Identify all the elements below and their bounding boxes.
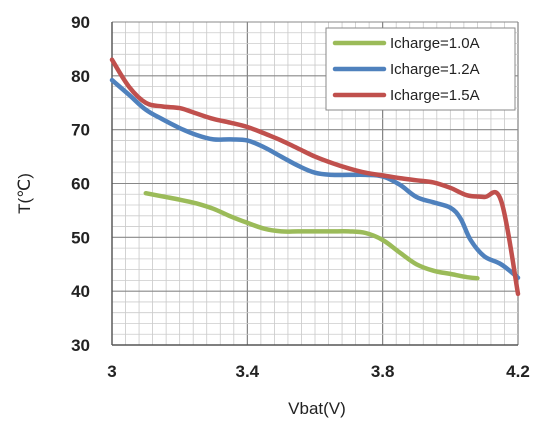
series-lines [109, 57, 521, 297]
y-axis-label: T(℃) [15, 173, 34, 214]
y-tick-labels: 30 40 50 60 70 80 90 [71, 13, 90, 355]
y-tick-label: 50 [71, 228, 90, 247]
legend-label: Icharge=1.2A [390, 61, 480, 78]
y-tick-label: 90 [71, 13, 90, 32]
y-tick-label: 40 [71, 282, 90, 301]
x-tick-label: 4.2 [506, 362, 530, 381]
series-line-2 [109, 57, 521, 297]
series-line-0 [143, 190, 480, 281]
y-tick-label: 60 [71, 175, 90, 194]
series-line-1 [109, 77, 521, 280]
y-tick-label: 70 [71, 121, 90, 140]
x-tick-label: 3.4 [236, 362, 260, 381]
axes [111, 22, 518, 346]
x-axis-label: Vbat(V) [288, 399, 346, 418]
y-tick-label: 30 [71, 336, 90, 355]
grid [111, 21, 519, 346]
x-tick-label: 3 [107, 362, 116, 381]
legend-label: Icharge=1.0A [390, 35, 480, 52]
x-tick-label: 3.8 [371, 362, 395, 381]
y-tick-label: 80 [71, 67, 90, 86]
legend-label: Icharge=1.5A [390, 87, 480, 104]
legend: Icharge=1.0A Icharge=1.2A Icharge=1.5A [325, 27, 516, 111]
x-tick-labels: 3 3.4 3.8 4.2 [107, 362, 530, 381]
